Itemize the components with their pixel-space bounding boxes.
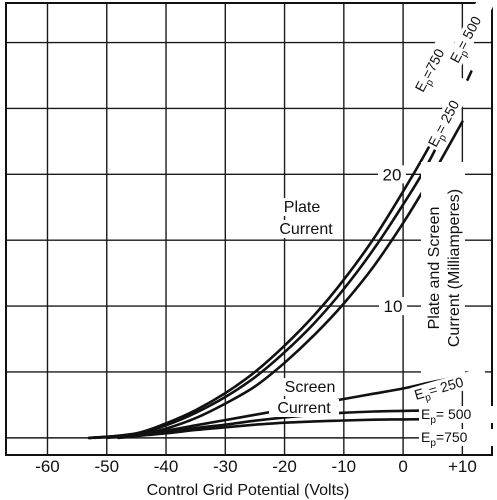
x-tick-label: -10 <box>332 457 357 476</box>
annotation-text: Current <box>279 221 333 238</box>
x-tick-label: -20 <box>272 457 297 476</box>
text-layer: -60 -50 -40 -30 -20 -10 0 +10 Control Grid Poten… <box>35 0 497 499</box>
x-tick-label: -30 <box>213 457 238 476</box>
x-axis-label: Control Grid Potential (Volts) <box>147 482 350 499</box>
curve-label-bg <box>419 406 495 423</box>
y-tick-bg <box>378 165 406 184</box>
curve-label-bg <box>410 21 462 97</box>
x-tick-label: -60 <box>35 457 60 476</box>
y-tick-label: 10 <box>384 297 403 316</box>
series-line-plate-1 <box>105 70 473 440</box>
curve-label-bg <box>445 0 497 68</box>
plot-frame <box>5 2 493 456</box>
annotation-bg <box>269 399 339 417</box>
series-line-screen-4 <box>87 408 470 440</box>
series-line-plate-0 <box>93 80 464 440</box>
curve-label: Ep= 500 <box>419 406 495 426</box>
series-line-screen-5 <box>87 417 470 440</box>
x-tick-label: -40 <box>154 457 179 476</box>
y-tick-label: 20 <box>383 165 402 184</box>
x-tick-label: +10 <box>448 457 477 476</box>
annotation-bg <box>271 220 341 238</box>
curve-label: Ep= 250 <box>410 367 489 407</box>
curve-label-text: Ep=750 <box>421 429 468 449</box>
y-axis-label: Plate and Screen Current (Milliamperes) <box>421 162 465 374</box>
annotation-text: Plate <box>284 199 321 216</box>
y-axis-label-line: Current (Milliamperes) <box>446 189 463 347</box>
annotation-bg <box>279 378 341 396</box>
annotation-text: Screen <box>285 379 336 396</box>
curve-label: Ep=750 <box>419 429 495 449</box>
curve-label-text: Ep= 500 <box>421 406 472 426</box>
annotation-bg <box>278 198 326 216</box>
y-tick-bg <box>379 297 407 316</box>
y-axis-label-line: Plate and Screen <box>426 207 443 330</box>
curve-label-bg <box>419 429 495 446</box>
curve-label-bg <box>423 76 475 152</box>
curve-label-text: Ep= 250 <box>412 374 466 407</box>
y-axis-label-bg <box>421 162 465 374</box>
curve-label-text: Ep=750 <box>412 46 452 97</box>
curve-label-bg <box>410 367 489 405</box>
annotation-text: Current <box>277 400 331 417</box>
x-tick-label: 0 <box>398 457 407 476</box>
curve-layer <box>87 70 473 440</box>
series-line-plate-2 <box>117 120 464 440</box>
x-tick-label: -50 <box>94 457 119 476</box>
